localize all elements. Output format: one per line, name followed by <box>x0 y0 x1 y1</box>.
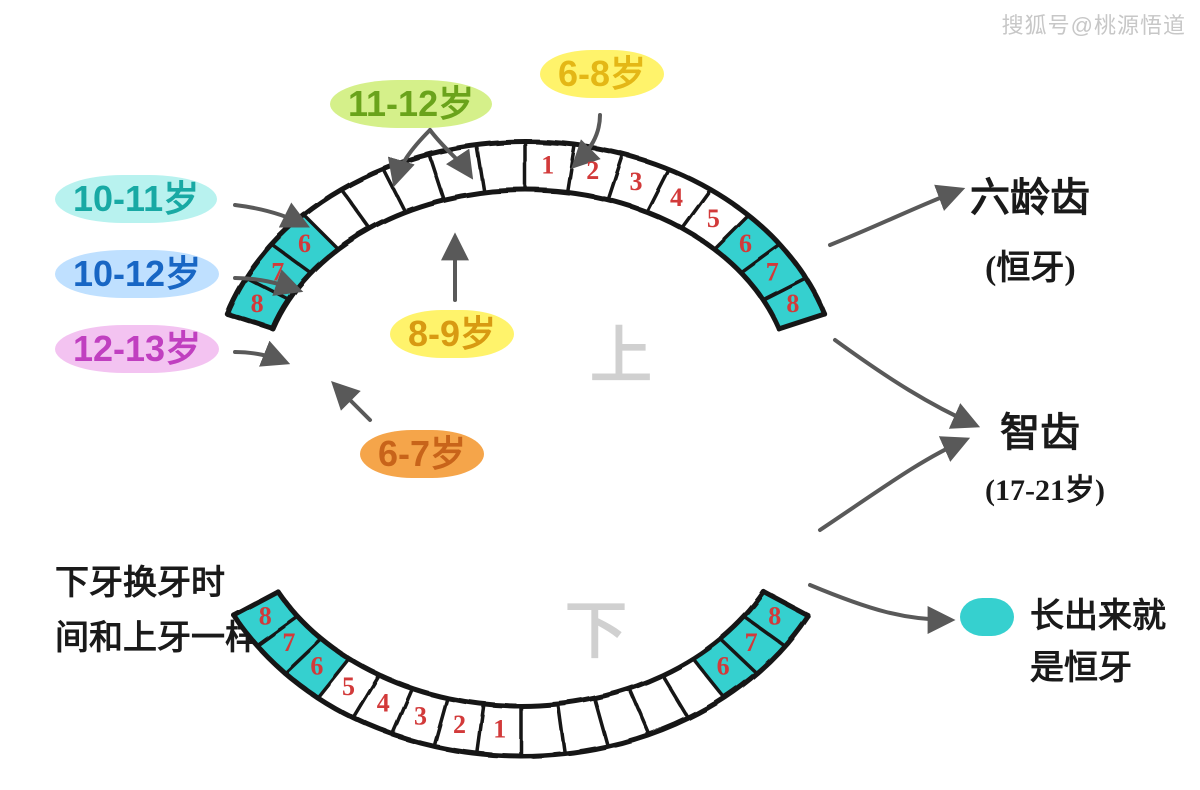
svg-text:8: 8 <box>786 289 799 318</box>
svg-text:2: 2 <box>586 156 599 185</box>
svg-text:7: 7 <box>745 628 758 657</box>
teeth-diagram-svg: 1234567867812345678678 <box>0 0 1200 790</box>
svg-text:2: 2 <box>453 710 466 739</box>
svg-text:8: 8 <box>251 289 264 318</box>
svg-text:6: 6 <box>298 229 311 258</box>
svg-text:4: 4 <box>377 689 390 718</box>
svg-text:7: 7 <box>766 257 779 286</box>
svg-text:4: 4 <box>670 183 683 212</box>
svg-text:3: 3 <box>629 167 642 196</box>
svg-text:6: 6 <box>717 652 730 681</box>
svg-text:1: 1 <box>541 151 554 180</box>
svg-text:6: 6 <box>739 229 752 258</box>
svg-text:5: 5 <box>342 672 355 701</box>
svg-text:3: 3 <box>414 701 427 730</box>
svg-text:7: 7 <box>271 257 284 286</box>
svg-text:1: 1 <box>493 714 506 743</box>
svg-text:7: 7 <box>282 628 295 657</box>
svg-text:5: 5 <box>707 204 720 233</box>
svg-text:8: 8 <box>768 602 781 631</box>
svg-text:6: 6 <box>310 652 323 681</box>
svg-text:8: 8 <box>259 602 272 631</box>
